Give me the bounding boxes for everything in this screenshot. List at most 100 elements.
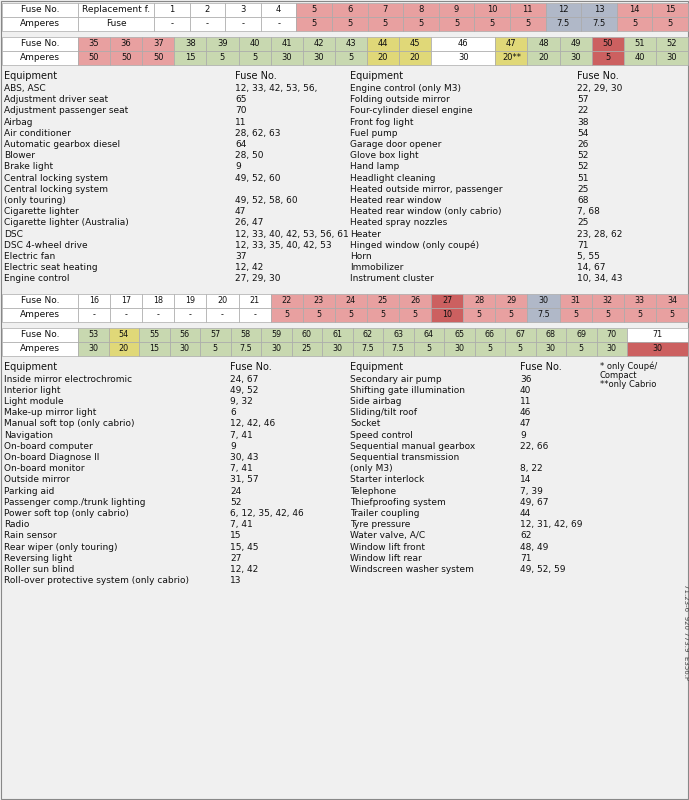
Text: 56: 56 bbox=[180, 330, 189, 339]
Text: 11: 11 bbox=[235, 118, 247, 126]
Text: 40: 40 bbox=[635, 54, 645, 62]
Text: Water valve, A/C: Water valve, A/C bbox=[350, 531, 425, 541]
Bar bbox=[110, 37, 142, 51]
Text: Inside mirror electrochromic: Inside mirror electrochromic bbox=[4, 374, 132, 384]
Text: Socket: Socket bbox=[350, 419, 380, 429]
Text: 57: 57 bbox=[577, 95, 588, 104]
Text: 40: 40 bbox=[520, 386, 531, 395]
Bar bbox=[78, 51, 110, 65]
Text: -: - bbox=[242, 19, 245, 29]
Bar bbox=[335, 308, 367, 322]
Text: 24: 24 bbox=[230, 486, 241, 495]
Bar bbox=[2, 342, 78, 355]
Bar bbox=[475, 342, 505, 355]
Text: 70: 70 bbox=[235, 106, 247, 115]
Bar bbox=[617, 3, 652, 17]
Bar bbox=[332, 17, 368, 31]
Text: Fuel pump: Fuel pump bbox=[350, 129, 398, 138]
Text: 62: 62 bbox=[362, 330, 373, 339]
Bar bbox=[566, 328, 597, 342]
Bar bbox=[2, 17, 78, 31]
Text: 21: 21 bbox=[249, 296, 260, 305]
Text: 3: 3 bbox=[240, 6, 246, 14]
Text: 47: 47 bbox=[506, 39, 517, 49]
Text: 10: 10 bbox=[487, 6, 497, 14]
Text: 50: 50 bbox=[153, 54, 163, 62]
Text: 15: 15 bbox=[665, 6, 675, 14]
Text: 70: 70 bbox=[607, 330, 617, 339]
Text: Equipment: Equipment bbox=[350, 362, 403, 371]
Text: 27: 27 bbox=[230, 554, 241, 563]
Bar bbox=[78, 342, 108, 355]
Text: 26: 26 bbox=[577, 140, 588, 149]
Text: 28, 62, 63: 28, 62, 63 bbox=[235, 129, 280, 138]
Text: Engine control: Engine control bbox=[4, 274, 70, 283]
Bar bbox=[559, 308, 592, 322]
Text: 20**: 20** bbox=[502, 54, 521, 62]
Text: 7.5: 7.5 bbox=[537, 310, 550, 319]
Text: 60: 60 bbox=[302, 330, 311, 339]
Text: 37: 37 bbox=[235, 252, 247, 261]
Text: 30: 30 bbox=[313, 54, 324, 62]
Text: 69: 69 bbox=[576, 330, 586, 339]
Text: 5: 5 bbox=[637, 310, 642, 319]
Bar bbox=[271, 308, 302, 322]
Text: 1: 1 bbox=[169, 6, 174, 14]
Bar bbox=[78, 3, 154, 17]
Text: 15, 45: 15, 45 bbox=[230, 542, 258, 552]
Text: 55: 55 bbox=[149, 330, 159, 339]
Text: -: - bbox=[253, 310, 256, 319]
Text: 30: 30 bbox=[667, 54, 677, 62]
Text: 19: 19 bbox=[185, 296, 196, 305]
Text: 38: 38 bbox=[185, 39, 196, 49]
Text: Sequential transmission: Sequential transmission bbox=[350, 453, 460, 462]
Text: Trailer coupling: Trailer coupling bbox=[350, 509, 420, 518]
Text: 7, 41: 7, 41 bbox=[230, 464, 253, 474]
Bar bbox=[296, 17, 332, 31]
Text: Manual soft top (only cabrio): Manual soft top (only cabrio) bbox=[4, 419, 134, 429]
Text: 52: 52 bbox=[577, 151, 588, 160]
Bar bbox=[332, 3, 368, 17]
Bar bbox=[592, 308, 624, 322]
Bar bbox=[399, 294, 431, 308]
Bar bbox=[108, 328, 139, 342]
Text: 30: 30 bbox=[607, 344, 617, 353]
Text: 7.5: 7.5 bbox=[361, 344, 374, 353]
Text: 36: 36 bbox=[520, 374, 531, 384]
Text: 14: 14 bbox=[629, 6, 640, 14]
Text: Headlight cleaning: Headlight cleaning bbox=[350, 174, 435, 182]
Text: -: - bbox=[206, 19, 209, 29]
Bar bbox=[200, 328, 231, 342]
Text: Window lift front: Window lift front bbox=[350, 542, 425, 552]
Text: 22: 22 bbox=[282, 296, 292, 305]
Bar bbox=[200, 342, 231, 355]
Text: 5: 5 bbox=[347, 19, 353, 29]
Bar bbox=[142, 51, 174, 65]
Text: 4: 4 bbox=[276, 6, 281, 14]
Bar bbox=[225, 17, 261, 31]
Bar bbox=[431, 308, 463, 322]
Text: 39: 39 bbox=[217, 39, 228, 49]
Text: 47: 47 bbox=[520, 419, 531, 429]
Bar bbox=[238, 37, 271, 51]
Text: On-board monitor: On-board monitor bbox=[4, 464, 85, 474]
Text: 13: 13 bbox=[230, 576, 242, 586]
Text: Starter interlock: Starter interlock bbox=[350, 475, 424, 485]
Text: 47: 47 bbox=[235, 207, 247, 216]
Text: 5: 5 bbox=[284, 310, 289, 319]
Text: 2: 2 bbox=[205, 6, 210, 14]
Text: 59: 59 bbox=[271, 330, 281, 339]
Text: Fuse: Fuse bbox=[105, 19, 126, 29]
Bar bbox=[559, 294, 592, 308]
Text: 49, 52, 60: 49, 52, 60 bbox=[235, 174, 280, 182]
Text: 23, 28, 62: 23, 28, 62 bbox=[577, 230, 622, 238]
Text: 44: 44 bbox=[520, 509, 531, 518]
Text: 67: 67 bbox=[515, 330, 525, 339]
Bar bbox=[367, 37, 399, 51]
Text: Fuse No.: Fuse No. bbox=[21, 6, 59, 14]
Text: 9: 9 bbox=[235, 162, 240, 171]
Text: Engine control (only M3): Engine control (only M3) bbox=[350, 84, 461, 93]
Text: 22, 29, 30: 22, 29, 30 bbox=[577, 84, 622, 93]
Bar bbox=[302, 37, 335, 51]
Text: 32: 32 bbox=[603, 296, 613, 305]
